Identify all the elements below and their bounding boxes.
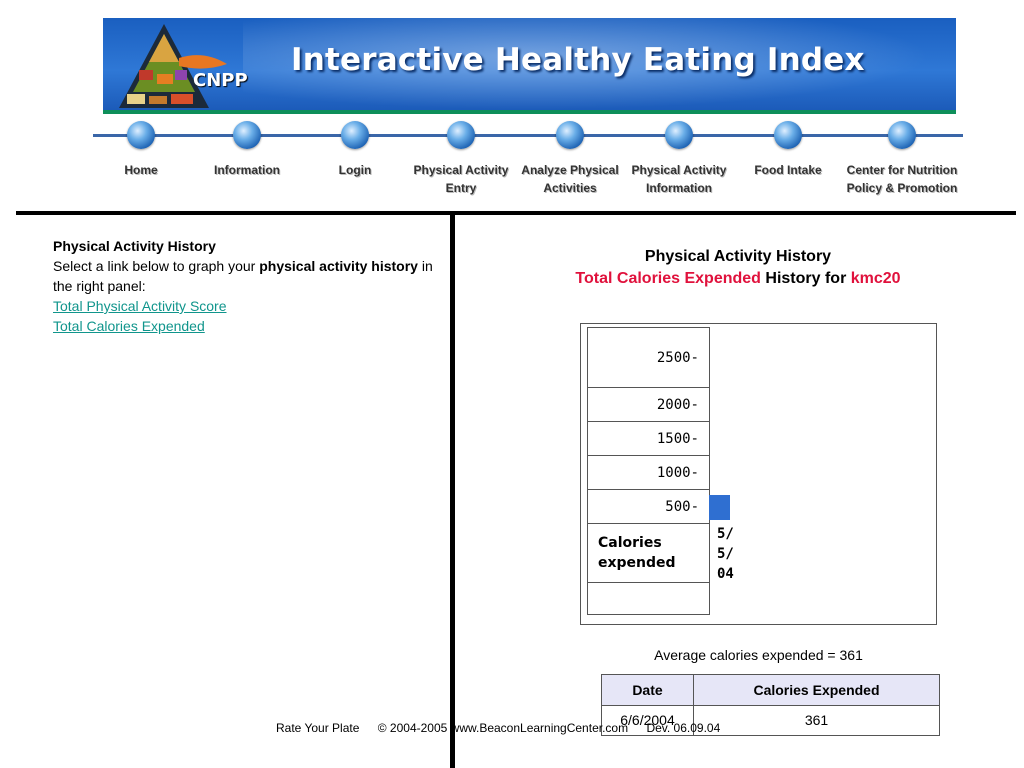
footer-rate-your-plate: Rate Your Plate	[276, 721, 360, 735]
nav-label: Analyze Physical Activities	[521, 163, 619, 195]
nav-center-for-nutrition[interactable]: Center for Nutrition Policy & Promotion	[842, 121, 962, 197]
left-panel: Physical Activity History Select a link …	[53, 236, 443, 336]
subtitle-mid: History for	[760, 270, 851, 287]
footer-dev-version: Dev. 06.09.04	[646, 721, 721, 735]
column-header-date: Date	[601, 674, 694, 706]
intro-text-end: in the right panel:	[53, 258, 433, 294]
nav-label: Center for Nutrition Policy & Promotion	[846, 163, 958, 195]
footer-copyright: © 2004-2005 www.BeaconLearningCenter.com	[377, 721, 629, 735]
intro-bold-text: physical activity history	[259, 258, 418, 274]
frame-divider-horizontal	[16, 211, 1016, 215]
nav-ball-icon	[774, 121, 802, 149]
nav-food-intake[interactable]: Food Intake	[728, 121, 848, 179]
nav-ball-icon	[888, 121, 916, 149]
nav-analyze-physical-activities[interactable]: Analyze Physical Activities	[510, 121, 630, 197]
nav-label: Information	[214, 163, 280, 177]
y-axis-table: 2500- 2000- 1500- 1000- 500- Calories ex…	[587, 327, 710, 615]
chart-subheading: Total Calories Expended History for kmc2…	[470, 268, 1006, 290]
nav-ball-icon	[665, 121, 693, 149]
intro-text: Select a link below to graph your	[53, 258, 260, 274]
left-panel-heading: Physical Activity History	[53, 238, 216, 254]
table-row: 6/6/2004 361	[601, 705, 940, 736]
nav-ball-icon	[341, 121, 369, 149]
nav-label: Login	[338, 163, 372, 177]
link-total-physical-activity-score[interactable]: Total Physical Activity Score	[53, 298, 227, 314]
history-table: Date Calories Expended 6/6/2004 361	[601, 674, 940, 736]
nav-physical-activity-information[interactable]: Physical Activity Information	[619, 121, 739, 197]
site-banner: CNPP Interactive Healthy Eating Index	[103, 18, 956, 114]
x-tick-label-line: 5/	[717, 526, 734, 542]
average-calories-text: Average calories expended = 361	[654, 647, 863, 663]
table-header-row: Date Calories Expended	[601, 674, 940, 706]
cell-calories: 361	[693, 705, 940, 736]
y-axis-caption: Calories expended	[587, 523, 710, 583]
chart-heading: Physical Activity History	[644, 248, 832, 265]
nav-label: Physical Activity Information	[631, 163, 727, 195]
nav-ball-icon	[556, 121, 584, 149]
nav-ball-icon	[233, 121, 261, 149]
right-panel-title: Physical Activity History Total Calories…	[470, 246, 1006, 290]
x-tick-label-line: 5/	[717, 546, 734, 562]
nav-label: Food Intake	[754, 163, 822, 177]
left-panel-intro: Select a link below to graph your physic…	[53, 256, 443, 296]
subtitle-metric: Total Calories Expended	[575, 270, 761, 287]
nav-home[interactable]: Home	[81, 121, 201, 179]
y-tick-label: 500-	[587, 489, 710, 524]
y-tick-label: 1500-	[587, 421, 710, 456]
cell-date: 6/6/2004	[601, 705, 694, 736]
frame-divider-vertical	[450, 211, 455, 768]
logo-text: CNPP	[193, 70, 248, 91]
nav-ball-icon	[447, 121, 475, 149]
banner-bottom-stripe	[103, 110, 956, 114]
nav-label: Physical Activity Entry	[413, 163, 509, 195]
food-pyramid-logo-icon	[119, 24, 227, 108]
y-tick-label: 1000-	[587, 455, 710, 490]
nav-information[interactable]: Information	[187, 121, 307, 179]
nav-rail	[93, 134, 963, 137]
y-tick-label: 2500-	[587, 327, 710, 388]
axis-empty-cell	[587, 582, 710, 615]
banner-title: Interactive Healthy Eating Index	[291, 42, 865, 78]
link-total-calories-expended[interactable]: Total Calories Expended	[53, 318, 205, 334]
calories-chart: 2500- 2000- 1500- 1000- 500- Calories ex…	[580, 323, 937, 625]
nav-login[interactable]: Login	[295, 121, 415, 179]
y-tick-label: 2000-	[587, 387, 710, 422]
footer: Rate Your Plate © 2004-2005 www.BeaconLe…	[276, 721, 735, 735]
x-tick-label: 5/5/04	[717, 524, 734, 584]
x-tick-label-line: 04	[717, 566, 734, 582]
column-header-calories: Calories Expended	[693, 674, 940, 706]
nav-label: Home	[124, 163, 158, 177]
nav-ball-icon	[127, 121, 155, 149]
nav-physical-activity-entry[interactable]: Physical Activity Entry	[401, 121, 521, 197]
calories-bar	[709, 495, 730, 520]
subtitle-user: kmc20	[850, 270, 901, 287]
